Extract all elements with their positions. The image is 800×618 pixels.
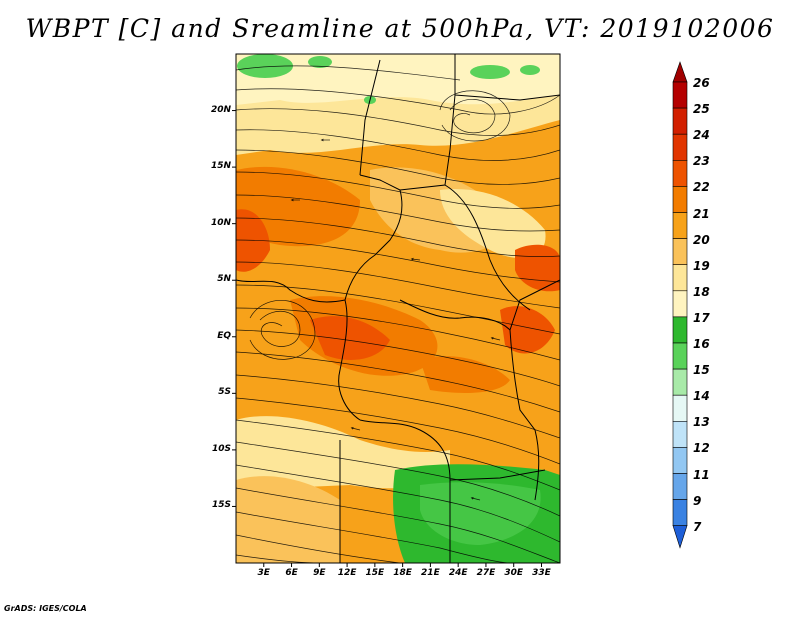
colorbar-label: 17 [693,310,710,325]
lon-label: 6E [285,568,298,578]
colorbar-label: 26 [693,76,710,90]
colorbar-swatch [672,133,688,161]
colorbar-label: 11 [693,467,710,482]
credit-text: GrADS: IGES/COLA [4,604,87,613]
lat-label: 5N [217,274,231,285]
lon-label: 9E [313,568,326,578]
lat-label: 5S [218,387,231,398]
colorbar-swatch [672,290,688,318]
colorbar-swatch [672,186,688,213]
colorbar-label: 15 [693,363,710,378]
lon-label: 12E [337,568,357,578]
lon-label: 24E [448,568,468,578]
colorbar-label: 12 [693,441,710,456]
map-title: WBPT [C] and Sreamline at 500hPa, VT: 20… [25,14,775,43]
lon-label: 15E [365,568,385,578]
colorbar-label: 7 [693,519,702,534]
colorbar-label: 19 [693,258,710,273]
map-frame [235,53,561,564]
colorbar-swatch [672,368,688,396]
colorbar-label: 24 [693,128,710,143]
colorbar-label: 16 [693,337,710,351]
lat-label: 15S [211,500,231,511]
lon-label: 3E [257,568,270,578]
colorbar-swatch [672,316,688,344]
streamlines [236,65,560,563]
colorbar [672,61,688,549]
lon-label: 33E [532,568,551,578]
lat-label: 10N [210,217,231,228]
colorbar-label: 18 [693,284,710,299]
lon-label: 21E [421,568,440,578]
colorbar-label: 22 [693,180,710,195]
lat-label: 20N [210,104,231,115]
colorbar-swatch [672,394,688,422]
colorbar-label: 23 [693,154,710,169]
lat-label: 10S [211,443,231,454]
colorbar-swatch [672,160,688,187]
colorbar-swatch [672,499,688,527]
colorbar-swatch [672,264,688,292]
lat-label: 15N [210,161,231,172]
lon-label: 18E [393,568,412,578]
colorbar-label: 9 [693,493,702,508]
colorbar-swatch [672,212,688,239]
colorbar-label: 13 [693,415,710,430]
wbpt-field [236,54,560,563]
lat-label: EQ [217,330,231,341]
colorbar-bottom-triangle [672,525,688,549]
lon-label: 27E [476,568,496,578]
colorbar-swatch [672,342,688,370]
axis-ticks [232,110,542,567]
colorbar-label: 14 [693,389,710,404]
colorbar-label: 20 [693,232,710,247]
colorbar-swatch [672,81,688,109]
colorbar-swatch [672,473,688,500]
colorbar-swatch [672,238,688,266]
colorbar-swatch [672,447,688,474]
colorbar-swatch [672,420,688,448]
country-borders [236,54,560,563]
colorbar-top-triangle [672,61,688,83]
lon-label: 30E [504,568,524,578]
colorbar-label: 21 [693,206,710,221]
colorbar-label: 25 [693,102,710,117]
colorbar-swatch [672,107,688,135]
